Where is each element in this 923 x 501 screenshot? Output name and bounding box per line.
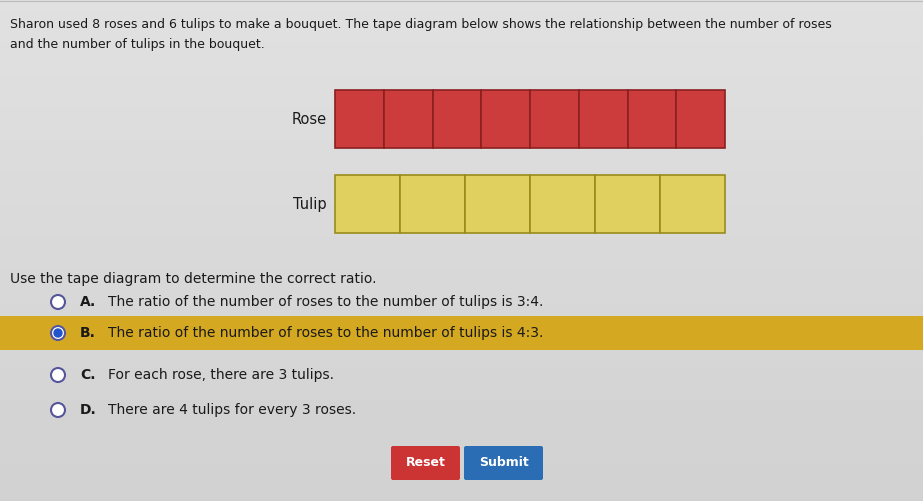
Text: D.: D. xyxy=(80,403,97,417)
Bar xyxy=(530,90,579,148)
Bar xyxy=(384,90,433,148)
Circle shape xyxy=(51,295,65,309)
FancyBboxPatch shape xyxy=(391,446,460,480)
Bar xyxy=(677,90,725,148)
Circle shape xyxy=(51,368,65,382)
Bar xyxy=(628,90,677,148)
Text: Use the tape diagram to determine the correct ratio.: Use the tape diagram to determine the co… xyxy=(10,272,377,286)
Text: Reset: Reset xyxy=(405,456,446,469)
Bar xyxy=(0,316,923,350)
Bar xyxy=(433,90,481,148)
Bar xyxy=(335,175,400,233)
Bar xyxy=(400,175,465,233)
FancyBboxPatch shape xyxy=(464,446,543,480)
Circle shape xyxy=(51,326,65,340)
Bar xyxy=(595,175,660,233)
Text: The ratio of the number of roses to the number of tulips is 4:3.: The ratio of the number of roses to the … xyxy=(108,326,544,340)
Circle shape xyxy=(54,329,62,337)
Bar xyxy=(465,175,530,233)
Text: C.: C. xyxy=(80,368,95,382)
Text: Rose: Rose xyxy=(292,112,327,126)
Text: Submit: Submit xyxy=(479,456,528,469)
Bar xyxy=(579,90,628,148)
Circle shape xyxy=(51,403,65,417)
Text: There are 4 tulips for every 3 roses.: There are 4 tulips for every 3 roses. xyxy=(108,403,356,417)
Text: Sharon used 8 roses and 6 tulips to make a bouquet. The tape diagram below shows: Sharon used 8 roses and 6 tulips to make… xyxy=(10,18,832,31)
Bar xyxy=(481,90,530,148)
Bar xyxy=(335,90,384,148)
Text: For each rose, there are 3 tulips.: For each rose, there are 3 tulips. xyxy=(108,368,334,382)
Bar xyxy=(530,175,595,233)
Text: Tulip: Tulip xyxy=(294,196,327,211)
Text: The ratio of the number of roses to the number of tulips is 3:4.: The ratio of the number of roses to the … xyxy=(108,295,544,309)
Text: A.: A. xyxy=(80,295,96,309)
Bar xyxy=(660,175,725,233)
Text: and the number of tulips in the bouquet.: and the number of tulips in the bouquet. xyxy=(10,38,265,51)
Text: B.: B. xyxy=(80,326,96,340)
